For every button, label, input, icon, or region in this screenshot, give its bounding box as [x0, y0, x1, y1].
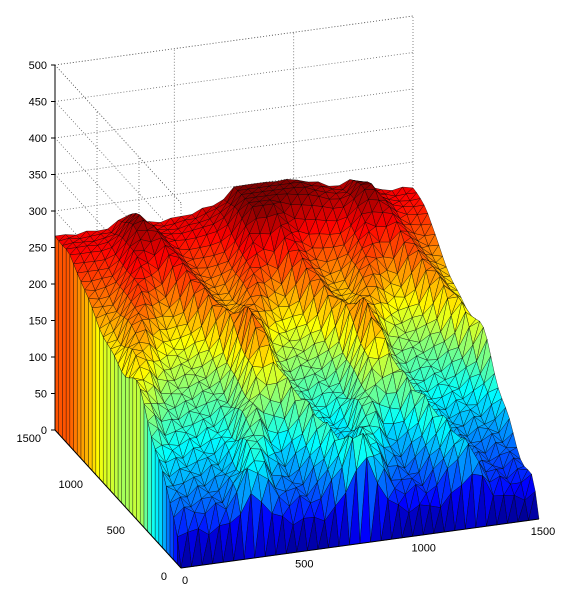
- surface-side-facet: [99, 328, 104, 483]
- surface-side-facet: [58, 241, 63, 439]
- surface-side-facet: [80, 281, 85, 463]
- surface-side-facet: [54, 235, 59, 435]
- surface-side-facet: [147, 421, 152, 536]
- grid-line-z-back: [54, 125, 414, 175]
- surface-side-facet: [91, 307, 96, 475]
- x-tick-label: 0: [182, 575, 188, 587]
- surface-side-facet: [114, 355, 119, 500]
- z-tick-label: 0: [41, 425, 47, 437]
- grid-line-z-back: [54, 88, 414, 139]
- tick-labels: 0500100015000500100015000501001502002503…: [17, 60, 556, 587]
- x-tick-label: 1000: [411, 542, 435, 554]
- z-tick-label: 300: [29, 206, 47, 218]
- surface-side-facet: [143, 403, 148, 532]
- grid-line-z-back: [54, 52, 414, 102]
- x-tick-label: 500: [295, 559, 313, 571]
- surface-side-facet: [110, 348, 115, 496]
- grid-line-z-left: [54, 137, 182, 277]
- surface-side-facet: [73, 263, 78, 455]
- surface-side-facet: [125, 376, 130, 512]
- box-top-back: [54, 15, 414, 66]
- surface-side-facet: [136, 380, 141, 524]
- z-tick-label: 500: [29, 60, 47, 72]
- z-tick-label: 450: [29, 97, 47, 109]
- grid-line-z-back: [54, 161, 414, 212]
- grid-line-z-left: [54, 101, 182, 240]
- surface-side-facet: [65, 248, 70, 447]
- y-tick-label: 1500: [17, 433, 41, 445]
- y-tick-label: 500: [107, 525, 125, 537]
- z-tick-label: 50: [35, 389, 47, 401]
- surface-side-facet: [117, 363, 122, 504]
- surface-side-facet: [158, 459, 163, 548]
- surface-side-facet: [128, 377, 133, 516]
- z-tick-label: 350: [29, 170, 47, 182]
- axes-lines: [51, 64, 540, 569]
- z-tick-label: 200: [29, 279, 47, 291]
- z-tick-label: 400: [29, 133, 47, 145]
- surface-side-facet: [84, 289, 89, 467]
- x-axis-line: [180, 518, 540, 569]
- surface-side-facet: [88, 298, 93, 471]
- surface-side-facet: [103, 336, 108, 487]
- surface-side-facet: [151, 436, 156, 540]
- surface-side-facet: [140, 388, 145, 528]
- surface-side-facet: [77, 272, 82, 459]
- z-tick-label: 100: [29, 352, 47, 364]
- z-tick-label: 250: [29, 243, 47, 255]
- surface-side-facet: [106, 343, 111, 492]
- z-tick-label: 150: [29, 316, 47, 328]
- y-axis-line: [54, 429, 182, 569]
- box-top-left: [54, 64, 182, 204]
- x-tick-label: 1500: [531, 526, 555, 538]
- y-tick-label: 1000: [59, 479, 83, 491]
- surface-side-facet: [154, 448, 159, 544]
- surface-side-facet: [121, 371, 126, 508]
- surface-side-facet: [95, 318, 100, 479]
- surface-mesh: [54, 179, 540, 569]
- surface-side-facet: [132, 377, 137, 520]
- surface-side-facet: [62, 245, 67, 443]
- y-tick-label: 0: [161, 571, 167, 583]
- surface-side-facet: [69, 254, 74, 451]
